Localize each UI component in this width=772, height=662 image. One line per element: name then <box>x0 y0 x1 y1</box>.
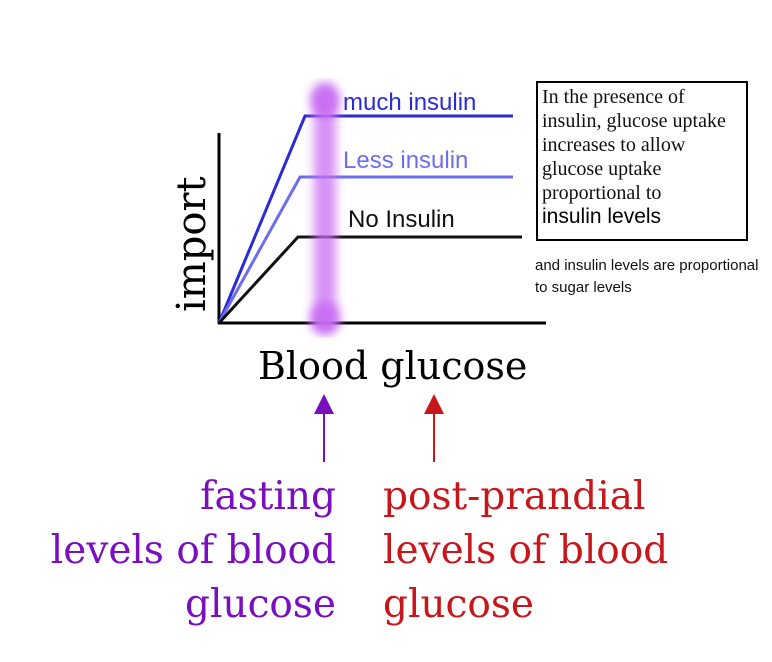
fasting-highlight-bar <box>310 82 340 334</box>
label-much-insulin: much insulin <box>343 89 476 116</box>
curve-no-insulin <box>217 235 522 325</box>
info-box: In the presence of insulin, glucose upta… <box>536 81 748 241</box>
info-box-emphasis: insulin levels <box>542 205 662 228</box>
info-box-body: In the presence of insulin, glucose upta… <box>542 86 726 204</box>
x-axis-label: Blood glucose <box>258 344 527 388</box>
curve-less-insulin <box>217 175 513 324</box>
side-note: and insulin levels are proportional to s… <box>535 257 759 296</box>
y-axis-label: import <box>169 176 215 312</box>
curve-much-insulin <box>217 114 513 324</box>
label-less-insulin: Less insulin <box>343 147 468 174</box>
label-no-insulin: No Insulin <box>348 206 455 233</box>
post-prandial-caption: post-prandial levels of blood glucose <box>383 474 669 627</box>
info-box-text: In the presence of insulin, glucose upta… <box>542 85 742 229</box>
fasting-caption: fasting levels of blood glucose <box>50 474 336 627</box>
